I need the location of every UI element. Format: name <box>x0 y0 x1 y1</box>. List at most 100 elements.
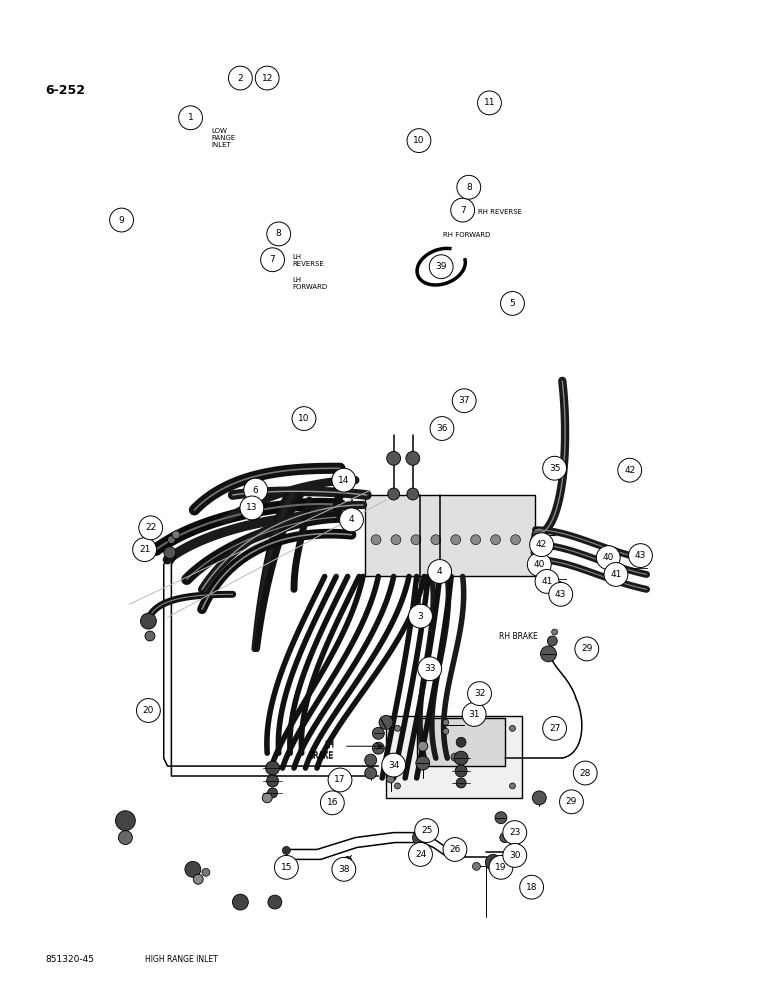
Circle shape <box>267 222 290 246</box>
Circle shape <box>412 830 428 845</box>
Text: 3: 3 <box>418 612 423 621</box>
Text: 7: 7 <box>269 255 276 264</box>
Circle shape <box>394 783 401 789</box>
Circle shape <box>244 478 268 502</box>
Text: 8: 8 <box>466 183 472 192</box>
Circle shape <box>344 856 352 864</box>
Polygon shape <box>364 495 536 576</box>
Circle shape <box>372 742 384 754</box>
Text: 20: 20 <box>143 706 154 715</box>
Text: 41: 41 <box>610 570 621 579</box>
Text: LH
BRAKE: LH BRAKE <box>309 741 334 761</box>
Circle shape <box>266 761 279 775</box>
Text: 15: 15 <box>280 863 292 872</box>
Circle shape <box>292 407 316 431</box>
Circle shape <box>503 821 527 845</box>
Circle shape <box>472 862 480 870</box>
Circle shape <box>275 855 298 879</box>
Circle shape <box>133 538 157 562</box>
Text: 39: 39 <box>435 262 447 271</box>
Text: 32: 32 <box>474 689 485 698</box>
Circle shape <box>510 725 516 731</box>
Circle shape <box>530 533 554 557</box>
Text: 8: 8 <box>276 229 282 238</box>
Circle shape <box>411 535 421 545</box>
Circle shape <box>193 874 203 884</box>
Circle shape <box>533 528 547 542</box>
Circle shape <box>618 458 642 482</box>
Circle shape <box>110 208 134 232</box>
Circle shape <box>443 728 449 734</box>
Text: 5: 5 <box>510 299 516 308</box>
Circle shape <box>491 535 500 545</box>
Circle shape <box>172 531 180 539</box>
Circle shape <box>499 833 510 843</box>
Text: 16: 16 <box>327 798 338 807</box>
Circle shape <box>232 894 249 910</box>
Circle shape <box>462 703 486 726</box>
Circle shape <box>408 604 432 628</box>
Text: 23: 23 <box>509 828 520 837</box>
Circle shape <box>387 775 394 783</box>
Text: RH FORWARD: RH FORWARD <box>443 232 491 238</box>
Text: 29: 29 <box>566 797 577 806</box>
Text: 31: 31 <box>469 710 480 719</box>
Text: 12: 12 <box>262 74 273 83</box>
Text: 21: 21 <box>139 545 151 554</box>
Circle shape <box>443 838 467 861</box>
Text: LH
FORWARD: LH FORWARD <box>293 277 327 290</box>
Circle shape <box>574 761 598 785</box>
Circle shape <box>164 547 176 559</box>
Circle shape <box>418 657 442 681</box>
Text: RH BRAKE: RH BRAKE <box>499 632 538 641</box>
Circle shape <box>596 546 620 569</box>
Text: HIGH RANGE INLET: HIGH RANGE INLET <box>144 955 218 964</box>
Circle shape <box>531 547 543 559</box>
Circle shape <box>372 727 384 739</box>
Circle shape <box>531 562 543 573</box>
Circle shape <box>391 535 401 545</box>
Circle shape <box>340 508 364 532</box>
Circle shape <box>471 535 481 545</box>
Circle shape <box>443 719 449 725</box>
Text: 4: 4 <box>349 515 354 524</box>
Circle shape <box>408 843 432 866</box>
Circle shape <box>495 812 507 824</box>
Circle shape <box>543 716 567 740</box>
Circle shape <box>457 175 481 199</box>
Circle shape <box>137 699 161 722</box>
Bar <box>386 716 522 798</box>
Circle shape <box>240 496 264 520</box>
Text: 25: 25 <box>421 826 432 835</box>
Circle shape <box>145 631 155 641</box>
Circle shape <box>388 488 400 500</box>
Circle shape <box>503 844 527 867</box>
Text: 10: 10 <box>298 414 310 423</box>
Circle shape <box>428 560 452 583</box>
Text: 19: 19 <box>495 863 506 872</box>
Text: 43: 43 <box>555 590 567 599</box>
Text: 30: 30 <box>509 851 520 860</box>
Circle shape <box>604 563 628 586</box>
Circle shape <box>520 875 543 899</box>
Text: LOW
RANGE
INLET: LOW RANGE INLET <box>212 128 235 148</box>
Text: LH
BRAKE: LH BRAKE <box>309 740 334 760</box>
Circle shape <box>407 488 418 500</box>
Circle shape <box>456 737 466 747</box>
Circle shape <box>118 831 132 845</box>
Circle shape <box>328 768 352 792</box>
Circle shape <box>168 536 175 544</box>
Text: 18: 18 <box>526 883 537 892</box>
Circle shape <box>527 553 551 576</box>
Circle shape <box>489 865 497 873</box>
Circle shape <box>261 248 284 272</box>
Circle shape <box>547 636 557 646</box>
Circle shape <box>431 535 441 545</box>
Text: 6-252: 6-252 <box>45 84 85 97</box>
Circle shape <box>456 778 466 788</box>
Text: 14: 14 <box>338 476 350 485</box>
Circle shape <box>394 725 401 731</box>
Circle shape <box>430 417 454 440</box>
Circle shape <box>141 613 157 629</box>
Text: 36: 36 <box>436 424 448 433</box>
